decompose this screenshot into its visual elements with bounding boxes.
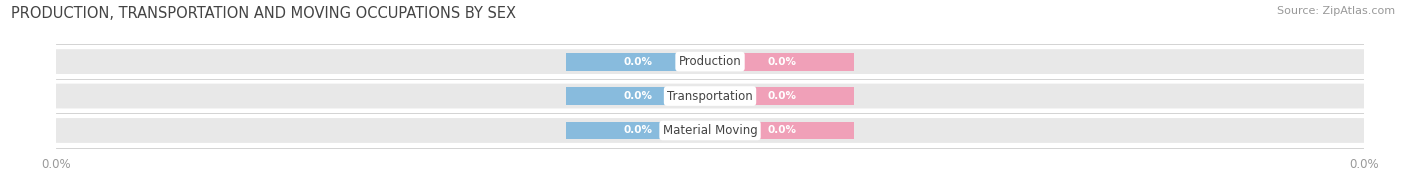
- Bar: [710, 122, 853, 139]
- Text: 0.0%: 0.0%: [624, 57, 652, 67]
- Text: 0.0%: 0.0%: [768, 125, 796, 135]
- Bar: [567, 122, 710, 139]
- FancyBboxPatch shape: [44, 84, 1376, 108]
- Bar: [710, 87, 853, 105]
- Bar: [710, 53, 853, 71]
- Text: Transportation: Transportation: [668, 90, 752, 103]
- FancyBboxPatch shape: [44, 49, 1376, 74]
- Text: Production: Production: [679, 55, 741, 68]
- Text: 0.0%: 0.0%: [768, 91, 796, 101]
- Legend: Male, Female: Male, Female: [640, 194, 780, 196]
- Text: Source: ZipAtlas.com: Source: ZipAtlas.com: [1277, 6, 1395, 16]
- FancyBboxPatch shape: [44, 118, 1376, 143]
- Text: 0.0%: 0.0%: [624, 125, 652, 135]
- Text: 0.0%: 0.0%: [768, 57, 796, 67]
- Text: Material Moving: Material Moving: [662, 124, 758, 137]
- Bar: [567, 87, 710, 105]
- Text: PRODUCTION, TRANSPORTATION AND MOVING OCCUPATIONS BY SEX: PRODUCTION, TRANSPORTATION AND MOVING OC…: [11, 6, 516, 21]
- Bar: [567, 53, 710, 71]
- Text: 0.0%: 0.0%: [624, 91, 652, 101]
